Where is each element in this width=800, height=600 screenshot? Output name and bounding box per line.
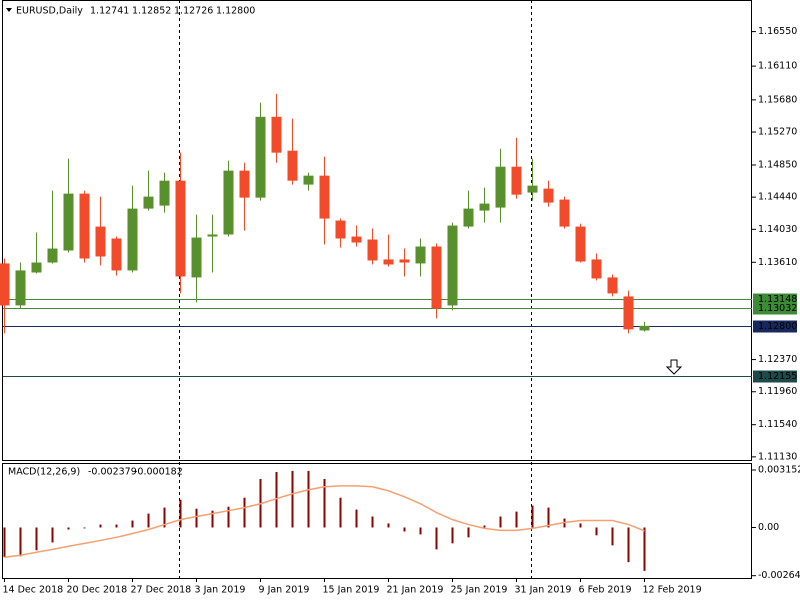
level-tag	[753, 370, 797, 383]
menu-triangle	[6, 8, 12, 12]
candle-body	[303, 175, 314, 185]
symbol-title: EURUSD,Daily	[16, 6, 83, 17]
candle-body	[207, 234, 218, 237]
candle-body	[431, 246, 442, 309]
candle-body	[223, 170, 234, 235]
candle-body	[31, 262, 42, 273]
level-label: 1.13032	[758, 303, 797, 314]
candle-body	[47, 248, 58, 263]
candle-body	[623, 296, 634, 330]
candle-body	[319, 175, 330, 219]
candle-body	[591, 259, 602, 279]
level-tag	[753, 302, 797, 315]
macd-value: -0.000182	[134, 467, 183, 478]
y-tick-label: 1.11960	[758, 386, 797, 397]
macd-value: -0.002379	[88, 467, 137, 478]
x-tick-label: 20 Dec 2018	[67, 585, 128, 596]
y-tick-label: -0.002643	[758, 570, 800, 581]
header-value: 1.12741	[90, 6, 129, 17]
header-value: 1.12852	[132, 6, 171, 17]
x-tick-label: 25 Jan 2019	[451, 585, 508, 596]
x-tick-label: 12 Feb 2019	[643, 585, 702, 596]
candle-body	[159, 180, 170, 206]
y-tick-label: 1.11130	[758, 451, 797, 462]
x-tick-label: 31 Jan 2019	[515, 585, 572, 596]
level-label: 1.12155	[758, 371, 797, 382]
level-label: 1.12800	[758, 321, 797, 332]
candle-body	[639, 325, 650, 331]
candle-body	[95, 226, 106, 257]
y-tick-label: 1.14850	[758, 159, 797, 170]
candle-body	[367, 239, 378, 261]
candle-body	[15, 270, 26, 306]
y-tick-label: 1.13610	[758, 257, 797, 268]
y-tick-label: 1.12370	[758, 354, 797, 365]
candle-body	[271, 116, 282, 153]
x-tick-label: 21 Jan 2019	[387, 585, 444, 596]
candle-body	[127, 208, 138, 271]
x-tick-label: 15 Jan 2019	[323, 585, 380, 596]
candle-body	[415, 246, 426, 264]
sell-arrow	[665, 359, 683, 375]
candle-body	[575, 226, 586, 262]
y-tick-label: 1.15680	[758, 94, 797, 105]
candle-body	[287, 150, 298, 181]
candle-body	[111, 238, 122, 271]
x-tick-label: 9 Jan 2019	[259, 585, 310, 596]
signal-line	[4, 485, 645, 558]
y-tick-label: 1.11540	[758, 419, 797, 430]
candle-body	[543, 188, 554, 203]
candle-body	[447, 225, 458, 306]
candle-body	[175, 180, 186, 277]
y-tick-label: 1.15270	[758, 127, 797, 138]
y-tick-label: 0.003152	[758, 464, 800, 475]
x-tick-label: 27 Dec 2018	[131, 585, 192, 596]
candle-body	[239, 170, 250, 198]
header-value: 1.12726	[174, 6, 213, 17]
y-tick-label: 0.00	[758, 522, 779, 533]
candle-body	[399, 259, 410, 263]
level-tag	[753, 320, 797, 333]
candle-body	[495, 166, 506, 208]
candle-body	[351, 236, 362, 243]
x-tick-label: 6 Feb 2019	[579, 585, 632, 596]
candle-body	[335, 220, 346, 239]
macd-panel	[2, 463, 752, 579]
candle-body	[143, 196, 154, 209]
macd-title: MACD(12,26,9)	[8, 467, 80, 478]
candle-body	[0, 263, 10, 306]
x-tick-label: 3 Jan 2019	[195, 585, 246, 596]
y-tick-label: 1.16550	[758, 26, 797, 37]
candle-body	[479, 203, 490, 211]
candle-body	[383, 259, 394, 265]
candle-body	[191, 237, 202, 278]
header-value: 1.12800	[216, 6, 255, 17]
y-tick-label: 1.14440	[758, 192, 797, 203]
y-tick-label: 1.14030	[758, 224, 797, 235]
level-label: 1.13148	[758, 294, 797, 305]
y-tick-label: 1.16110	[758, 61, 797, 72]
main-panel	[2, 0, 752, 461]
candle-body	[79, 193, 90, 259]
candle-body	[255, 116, 266, 198]
candle-body	[463, 208, 474, 227]
x-tick-label: 14 Dec 2018	[3, 585, 64, 596]
candle-body	[511, 166, 522, 195]
candle-body	[559, 199, 570, 227]
candle-body	[607, 277, 618, 294]
candle-body	[527, 185, 538, 193]
candle-body	[63, 193, 74, 251]
